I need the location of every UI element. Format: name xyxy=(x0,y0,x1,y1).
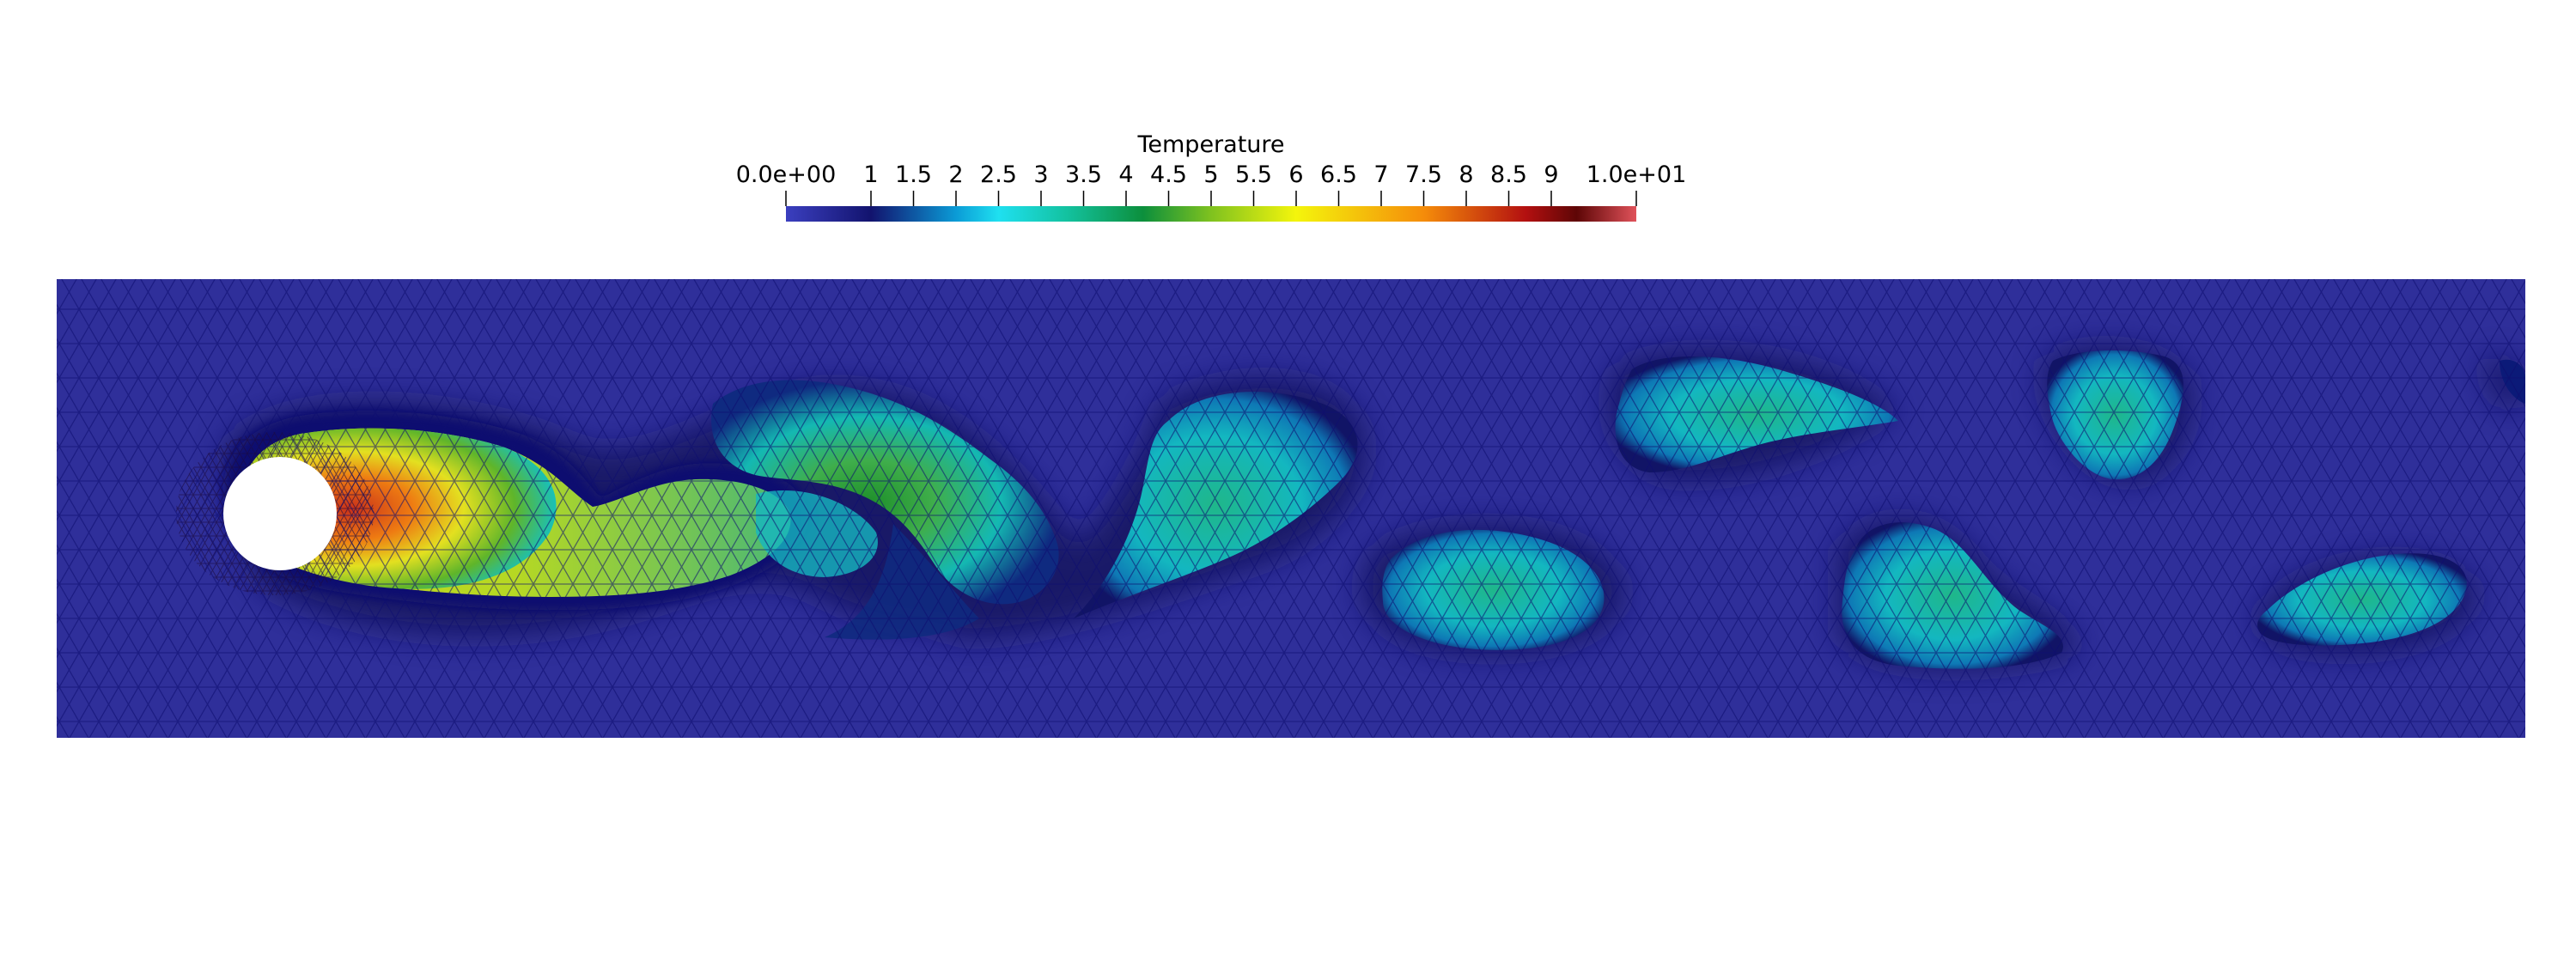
colorbar-ticks: 0.0e+00 1 1.5 2 2.5 3 3.5 4 4.5 5 5.5 6 6.5 7 7.5 8 8.5 9… xyxy=(736,161,1687,206)
colorbar-tick-label: 6 xyxy=(1288,161,1303,188)
colorbar-tick-label: 1.0e+01 xyxy=(1586,161,1687,188)
colorbar-tick-label: 3 xyxy=(1033,161,1048,188)
colorbar-tick-label: 2 xyxy=(948,161,963,188)
colorbar-gradient xyxy=(786,206,1636,222)
colorbar-title: Temperature xyxy=(1136,131,1284,158)
colorbar-tick-label: 7 xyxy=(1373,161,1388,188)
colorbar-tick-label: 6.5 xyxy=(1320,161,1357,188)
colorbar-tick-label: 0.0e+00 xyxy=(736,161,837,188)
colorbar-tick-label: 5.5 xyxy=(1235,161,1272,188)
colorbar-tick-label: 2.5 xyxy=(980,161,1017,188)
colorbar-tick-label: 4 xyxy=(1118,161,1133,188)
colorbar-tick-label: 4.5 xyxy=(1150,161,1187,188)
colorbar-tick-label: 8 xyxy=(1459,161,1473,188)
cylinder-obstacle xyxy=(223,457,337,570)
colorbar-tick-label: 3.5 xyxy=(1065,161,1102,188)
simulation-domain xyxy=(57,279,2525,738)
colorbar-tick-label: 1.5 xyxy=(895,161,932,188)
colorbar-tick-label: 8.5 xyxy=(1490,161,1527,188)
colorbar-tick-label: 1 xyxy=(863,161,878,188)
colorbar-tick-label: 7.5 xyxy=(1405,161,1442,188)
colorbar-tick-label: 9 xyxy=(1544,161,1558,188)
colorbar-tick-label: 5 xyxy=(1203,161,1218,188)
mesh-overlay xyxy=(57,279,2525,738)
